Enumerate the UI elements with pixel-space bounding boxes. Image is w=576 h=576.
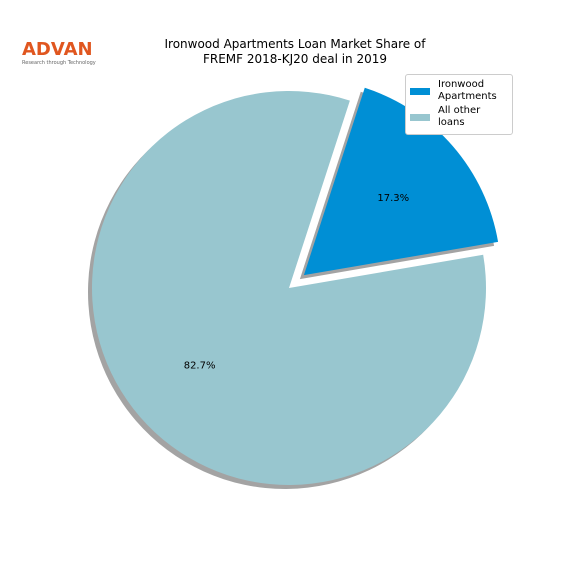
logo: ADVAN Research through Technology	[22, 40, 96, 66]
value-label: 17.3%	[377, 193, 409, 204]
chart-title: Ironwood Apartments Loan Market Share of…	[164, 37, 426, 66]
value-label: 82.7%	[184, 360, 216, 371]
slice	[91, 91, 487, 485]
legend-label: Ironwood Apartments	[438, 79, 497, 102]
slice	[303, 87, 499, 276]
logo-tagline: Research through Technology	[22, 60, 96, 66]
legend-swatch	[410, 113, 430, 121]
legend: Ironwood Apartments All other loans	[405, 74, 513, 135]
legend-label: All other loans	[438, 105, 481, 128]
legend-swatch	[410, 87, 430, 95]
logo-name: ADVAN	[22, 39, 93, 60]
legend-entry: Ironwood Apartments	[406, 78, 512, 104]
legend-entry: All other loans	[406, 104, 512, 130]
